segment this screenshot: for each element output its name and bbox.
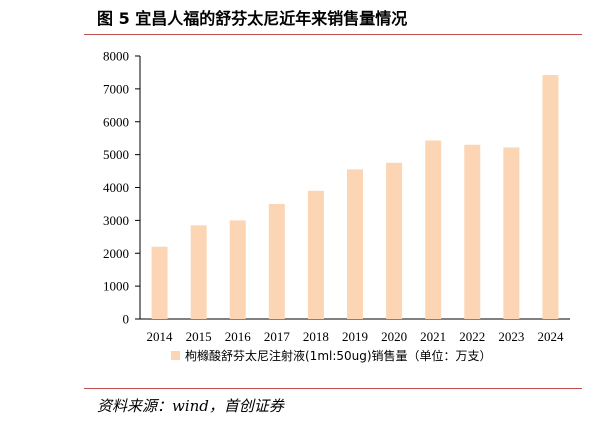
figure-title: 图 5 宜昌人福的舒芬太尼近年来销售量情况: [97, 9, 408, 28]
y-tick-label: 8000: [103, 49, 129, 64]
x-tick-label: 2015: [186, 329, 212, 344]
y-tick-label: 6000: [103, 114, 129, 129]
x-tick-label: 2019: [342, 329, 368, 344]
y-tick-label: 0: [123, 312, 130, 327]
bar: [425, 140, 442, 319]
legend: 枸橼酸舒芬太尼注射液(1ml:50ug)销售量（单位：万支）: [171, 348, 492, 363]
bar: [268, 203, 285, 319]
bar: [347, 169, 363, 319]
y-tick-label: 4000: [103, 180, 129, 195]
legend-swatch: [171, 351, 180, 360]
y-tick-label: 7000: [103, 81, 129, 96]
bar: [503, 147, 520, 319]
x-tick-label: 2024: [537, 329, 564, 344]
x-tick-label: 2016: [225, 329, 252, 344]
y-tick-label: 3000: [103, 213, 129, 228]
source-rule: [84, 388, 582, 389]
legend-label: 枸橼酸舒芬太尼注射液(1ml:50ug)销售量（单位：万支）: [185, 348, 492, 363]
x-tick-label: 2022: [459, 329, 485, 344]
x-axis: 2014 2015 2016 2017 2018 2019 2020 2021 2022 2023…: [140, 318, 570, 344]
bar: [151, 246, 168, 319]
source-note: 资料来源：wind，首创证券: [97, 397, 284, 415]
x-tick-label: 2018: [303, 329, 329, 344]
title-rule: [84, 34, 582, 35]
bar: [386, 162, 403, 319]
bar: [229, 220, 246, 319]
y-tick-label: 5000: [103, 147, 129, 162]
y-tick-label: 2000: [103, 246, 129, 261]
bar: [464, 144, 481, 319]
bar-series: [151, 75, 559, 319]
x-tick-label: 2014: [147, 329, 174, 344]
y-axis: 0 1000 2000 3000 4000 5000 6000 7000 8000: [103, 49, 141, 327]
x-tick-label: 2020: [381, 329, 407, 344]
bar: [307, 190, 324, 319]
x-tick-label: 2017: [264, 329, 291, 344]
bar: [542, 75, 559, 319]
x-tick-label: 2021: [420, 329, 446, 344]
x-tick-label: 2023: [498, 329, 524, 344]
y-tick-label: 1000: [103, 279, 129, 294]
bar: [190, 225, 207, 319]
